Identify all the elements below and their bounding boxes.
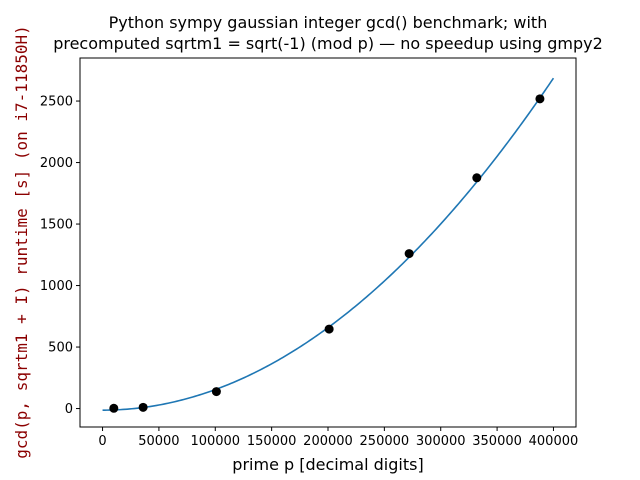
x-tick-label: 100000 [190, 434, 240, 449]
x-tick-label: 150000 [247, 434, 297, 449]
fit-curve-line [102, 77, 555, 411]
x-tick-label: 200000 [303, 434, 353, 449]
y-tick-label: 1000 [40, 279, 73, 294]
x-tick-label: 250000 [360, 434, 410, 449]
data-point [535, 94, 545, 104]
y-tick-label: 0 [65, 402, 73, 417]
x-tick-label: 400000 [529, 434, 579, 449]
x-tick-label: 350000 [472, 434, 522, 449]
x-tick-label: 50000 [138, 434, 179, 449]
y-tick-label: 500 [48, 341, 73, 356]
y-tick-label: 2500 [40, 95, 73, 110]
data-point [211, 387, 221, 397]
x-tick-label: 0 [98, 434, 106, 449]
plot-frame [79, 57, 577, 428]
y-axis-label: gcd(p, sqrtm1 + I) runtime [s] (on i7-11… [12, 25, 31, 458]
y-tick-label: 1500 [40, 218, 73, 233]
y-tick-label: 2000 [40, 156, 73, 171]
y-ticks: 0 500 1000 1500 2000 2500 [40, 95, 80, 417]
chart-title: Python sympy gaussian integer gcd() benc… [109, 13, 548, 32]
fit-curve [102, 77, 555, 411]
data-point [472, 173, 482, 183]
chart-subtitle: precomputed sqrtm1 = sqrt(-1) (mod p) — … [53, 34, 603, 53]
x-ticks: 0 50000 100000 150000 200000 250000 300000 3500… [98, 427, 578, 449]
data-point [404, 249, 414, 259]
data-point [109, 403, 119, 413]
data-point [138, 402, 148, 412]
data-point [324, 324, 334, 334]
data-points [109, 94, 545, 413]
x-axis-label: prime p [decimal digits] [232, 455, 423, 474]
x-tick-label: 300000 [416, 434, 466, 449]
